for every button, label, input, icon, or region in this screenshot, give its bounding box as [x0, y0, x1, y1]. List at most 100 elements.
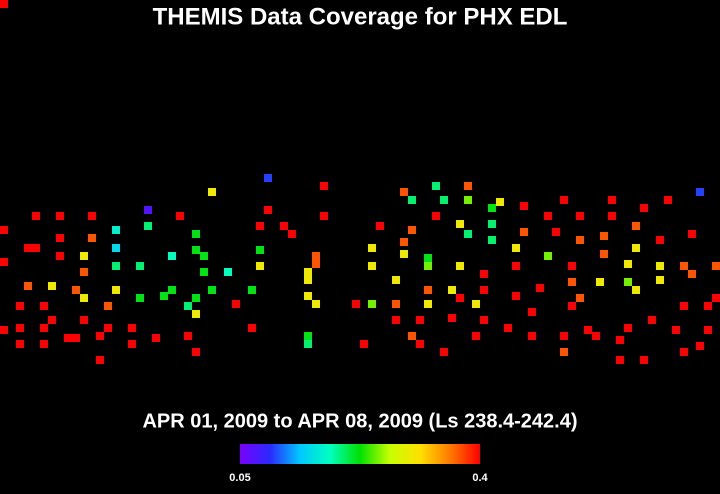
chart-subtitle: APR 01, 2009 to APR 08, 2009 (Ls 238.4-2…: [142, 410, 577, 432]
coverage-cell: [248, 286, 256, 294]
coverage-cell: [576, 212, 584, 220]
coverage-cell: [568, 278, 576, 286]
coverage-cell: [24, 282, 32, 290]
coverage-cell: [608, 196, 616, 204]
coverage-cell: [432, 212, 440, 220]
coverage-cell: [648, 316, 656, 324]
colorbar-tick-label: 0.05: [229, 472, 250, 484]
coverage-cell: [632, 222, 640, 230]
coverage-cell: [56, 212, 64, 220]
coverage-cell: [16, 324, 24, 332]
coverage-cell: [568, 262, 576, 270]
coverage-cell: [208, 286, 216, 294]
coverage-cell: [424, 286, 432, 294]
coverage-cell: [712, 294, 720, 302]
coverage-cell: [544, 252, 552, 260]
coverage-cell: [560, 332, 568, 340]
coverage-cell: [600, 232, 608, 240]
coverage-cell: [192, 348, 200, 356]
coverage-cell: [696, 342, 704, 350]
coverage-cell: [448, 286, 456, 294]
coverage-cell: [80, 316, 88, 324]
coverage-cell: [528, 332, 536, 340]
coverage-cell: [264, 174, 272, 182]
coverage-cell: [200, 252, 208, 260]
coverage-cell: [680, 302, 688, 310]
coverage-cell: [672, 326, 680, 334]
coverage-cell: [48, 316, 56, 324]
coverage-cell: [424, 300, 432, 308]
coverage-cell: [80, 268, 88, 276]
coverage-cell: [688, 270, 696, 278]
coverage-cell: [16, 340, 24, 348]
coverage-cell: [512, 244, 520, 252]
coverage-cell: [96, 332, 104, 340]
coverage-cell: [40, 324, 48, 332]
coverage-cell: [608, 212, 616, 220]
coverage-cell: [440, 196, 448, 204]
coverage-cell: [168, 286, 176, 294]
coverage-cell: [512, 262, 520, 270]
coverage-cell: [112, 226, 120, 234]
coverage-cell: [192, 246, 200, 254]
coverage-cell: [424, 262, 432, 270]
coverage-cell: [40, 340, 48, 348]
coverage-cell: [584, 326, 592, 334]
coverage-cell: [472, 300, 480, 308]
coverage-cell: [576, 236, 584, 244]
coverage-cell: [368, 262, 376, 270]
coverage-cell: [248, 324, 256, 332]
coverage-cell: [400, 250, 408, 258]
coverage-cell: [416, 340, 424, 348]
coverage-cell: [680, 348, 688, 356]
coverage-cell: [304, 340, 312, 348]
coverage-cell: [592, 332, 600, 340]
coverage-cell: [576, 294, 584, 302]
coverage-cell: [512, 292, 520, 300]
coverage-cell: [656, 276, 664, 284]
coverage-cell: [192, 230, 200, 238]
coverage-cell: [304, 268, 312, 276]
coverage-cell: [160, 292, 168, 300]
coverage-cell: [88, 212, 96, 220]
coverage-cell: [616, 336, 624, 344]
coverage-cell: [376, 222, 384, 230]
coverage-cell: [176, 212, 184, 220]
coverage-cell: [256, 262, 264, 270]
coverage-cell: [600, 250, 608, 258]
coverage-cell: [152, 334, 160, 342]
coverage-cell: [312, 260, 320, 268]
coverage-cell: [224, 268, 232, 276]
coverage-cell: [32, 212, 40, 220]
coverage-cell: [488, 236, 496, 244]
coverage-cell: [504, 324, 512, 332]
coverage-cell: [136, 294, 144, 302]
coverage-cell: [312, 252, 320, 260]
coverage-cell: [208, 188, 216, 196]
coverage-cell: [408, 196, 416, 204]
coverage-cell: [48, 282, 56, 290]
chart-title: THEMIS Data Coverage for PHX EDL: [153, 3, 568, 30]
colorbar-tick-label: 0.4: [472, 472, 488, 484]
coverage-cell: [80, 294, 88, 302]
coverage-cell: [408, 226, 416, 234]
coverage-cell: [24, 244, 32, 252]
coverage-cell: [624, 278, 632, 286]
coverage-cell: [104, 324, 112, 332]
coverage-cell: [104, 302, 112, 310]
coverage-cell: [544, 212, 552, 220]
coverage-cell: [656, 236, 664, 244]
coverage-cell: [400, 188, 408, 196]
coverage-cell: [0, 0, 8, 8]
coverage-cell: [656, 262, 664, 270]
coverage-cell: [432, 182, 440, 190]
coverage-cell: [0, 226, 8, 234]
coverage-cell: [280, 222, 288, 230]
coverage-cell: [456, 220, 464, 228]
coverage-cell: [464, 230, 472, 238]
coverage-cell: [480, 286, 488, 294]
coverage-cell: [368, 244, 376, 252]
coverage-cell: [464, 196, 472, 204]
coverage-cell: [440, 348, 448, 356]
